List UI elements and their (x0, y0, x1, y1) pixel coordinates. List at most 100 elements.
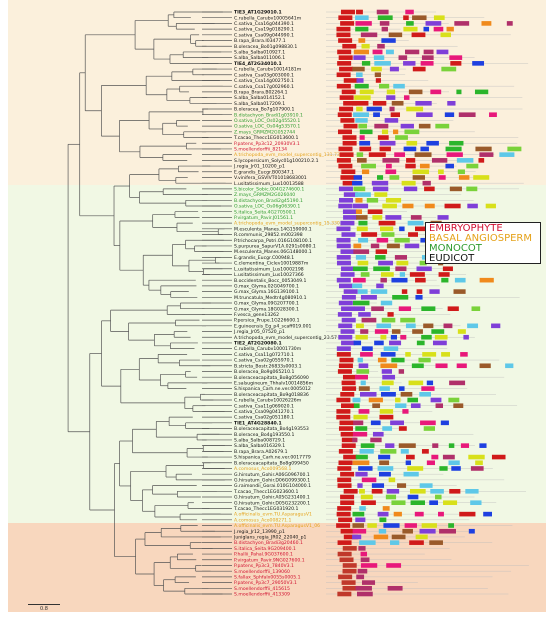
domain-block (357, 483, 363, 488)
domain-block (389, 175, 400, 180)
domain-block (383, 346, 399, 351)
domain-block (372, 403, 381, 409)
domain-block (374, 61, 391, 66)
domain-block (505, 363, 514, 369)
domain-block (483, 511, 493, 517)
domain-block (395, 403, 407, 409)
domain-block (371, 180, 389, 186)
leaf-label: S.alba_Salba011006.1 (234, 55, 285, 61)
domain-block (341, 437, 356, 443)
domain-block (391, 534, 406, 540)
leaf-label: G.hirsutum_Gohir.A06G096700.1 (234, 472, 310, 478)
domain-block (441, 277, 449, 283)
domain-block (442, 266, 453, 272)
domain-block (361, 346, 373, 351)
domain-block (386, 95, 396, 100)
domain-block (359, 506, 366, 511)
domain-block (419, 260, 427, 266)
domain-block (352, 66, 365, 72)
domain-block (382, 374, 396, 380)
domain-block (373, 534, 389, 540)
domain-block (473, 175, 490, 180)
domain-block (443, 323, 453, 329)
domain-block (371, 66, 382, 72)
domain-block (445, 146, 462, 152)
domain-block (355, 26, 369, 32)
domain-block (406, 106, 424, 112)
leaf-label: B.oleraceacapitata_Bo4g193553 (234, 426, 309, 432)
domain-block (354, 95, 371, 100)
domain-block (385, 494, 397, 500)
leaf-label: B.oleraceacapitata_Bo8g056090 (234, 375, 309, 381)
domain-block (338, 449, 353, 454)
domain-block (382, 506, 390, 511)
domain-block (356, 226, 368, 232)
domain-block (394, 152, 406, 157)
domain-block (355, 585, 372, 591)
leaf-label: C.rubella_Carubv10005641m (234, 15, 302, 21)
domain-block (449, 140, 464, 146)
domain-block (379, 409, 394, 414)
domain-block (352, 277, 366, 283)
domain-block (341, 232, 356, 237)
domain-block (340, 471, 355, 477)
domain-block (423, 26, 430, 32)
leaf-label: C.sativa_Csa03g003000.1 (234, 72, 294, 78)
domain-block (491, 454, 506, 460)
domain-block (431, 158, 448, 163)
domain-block (352, 100, 369, 106)
domain-block (359, 89, 374, 95)
domain-block (341, 317, 356, 323)
domain-block (338, 203, 353, 209)
domain-block (360, 294, 377, 300)
domain-block (438, 272, 450, 277)
domain-block (468, 528, 475, 534)
domain-block (356, 106, 363, 112)
domain-block (341, 169, 356, 175)
domain-block (376, 237, 389, 243)
domain-block (377, 175, 384, 180)
domain-block (406, 140, 418, 146)
domain-block (419, 483, 433, 488)
leaf-labels: TIE3_AT1G29010.1C.rubella_Carubv10005641… (233, 10, 351, 598)
leaf-label: C.sativa_Csa14g002750.1 (234, 78, 294, 84)
legend-entry-embryophyte: EMBRYOPHYTE (429, 223, 503, 234)
domain-block (391, 329, 401, 334)
leaf-label: S.fallax_Sphfalx0055s0005.1 (234, 574, 301, 580)
domain-block (337, 466, 352, 471)
domain-block (343, 289, 358, 294)
domain-block (360, 272, 370, 277)
domain-block (361, 61, 371, 66)
domain-block (471, 306, 481, 312)
domain-block (458, 112, 476, 118)
leaf-label: A.officinalis_evm.TU.AsparagusV1 (234, 512, 312, 518)
domain-block (421, 55, 434, 60)
leaf-label: G.hirsutum_Gohir.A05G231400.1 (234, 495, 310, 501)
domain-block (422, 180, 431, 186)
domain-block (352, 203, 369, 209)
domain-block (343, 78, 358, 83)
domain-block (352, 534, 362, 540)
domain-block (405, 163, 416, 169)
domain-block (441, 352, 451, 357)
domain-block (389, 106, 395, 112)
domain-block (378, 528, 387, 534)
domain-block (412, 66, 426, 72)
domain-block (336, 260, 351, 266)
domain-block (371, 483, 385, 488)
domain-block (426, 380, 434, 386)
domain-block (431, 329, 445, 334)
domain-block (377, 466, 394, 471)
domain-block (379, 140, 396, 146)
domain-block (380, 391, 396, 397)
domain-block (372, 215, 383, 220)
domain-block (336, 523, 351, 528)
leaf-label: B.rapa_Brara.A02679.1 (234, 449, 288, 455)
domain-block (379, 517, 387, 523)
leaf-label: A.comosus_Aco008271.1 (234, 517, 292, 523)
domain-block (390, 334, 397, 340)
domain-block (421, 523, 437, 528)
domain-block (353, 49, 370, 55)
domain-block (339, 95, 354, 100)
domain-block (373, 112, 380, 118)
